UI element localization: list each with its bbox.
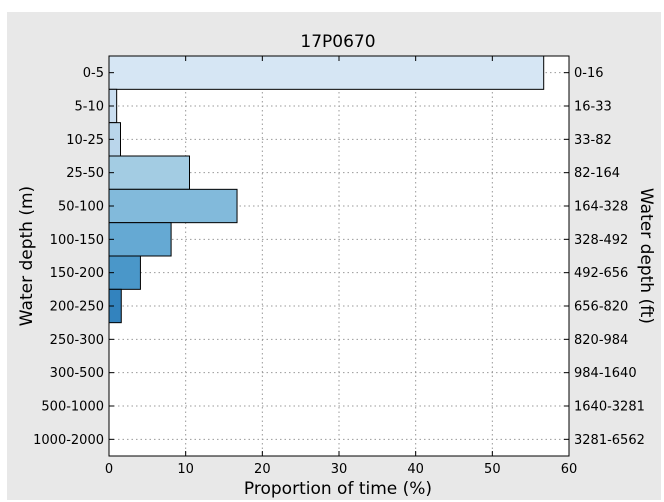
bar (108, 255, 141, 290)
y-tick-label-left: 500-1000 (41, 400, 104, 415)
x-tick-label: 10 (177, 462, 194, 477)
y-tick-label-left: 0-5 (83, 66, 104, 81)
y-tick-label-left: 25-50 (66, 166, 104, 181)
y-axis-label-right: Water depth (ft) (636, 188, 656, 324)
y-tick-label-left: 300-500 (50, 366, 104, 381)
y-tick-label-right: 984-1640 (574, 366, 637, 381)
y-tick-label-left: 5-10 (74, 100, 104, 115)
bar (108, 155, 190, 190)
x-tick-label: 60 (561, 462, 578, 477)
y-tick-label-left: 100-150 (50, 233, 104, 248)
y-tick-label-right: 82-164 (574, 166, 620, 181)
x-tick-label: 30 (331, 462, 348, 477)
x-tick-label: 0 (105, 462, 113, 477)
chart-title: 17P0670 (300, 32, 375, 52)
x-tick-label: 20 (254, 462, 271, 477)
bars (108, 55, 545, 324)
y-tick-label-right: 164-328 (574, 200, 628, 215)
y-tick-label-left: 250-300 (50, 333, 104, 348)
x-tick-label: 40 (407, 462, 424, 477)
x-axis-label: Proportion of time (%) (244, 479, 432, 499)
y-tick-label-right: 328-492 (574, 233, 628, 248)
y-tick-label-left: 150-200 (50, 266, 104, 281)
bar (108, 188, 238, 224)
y-tick-label-right: 1640-3281 (574, 400, 645, 415)
bar (108, 55, 545, 90)
y-tick-label-right: 33-82 (574, 133, 612, 148)
y-tick-label-left: 50-100 (58, 200, 104, 215)
y-tick-label-right: 492-656 (574, 266, 628, 281)
y-tick-label-left: 1000-2000 (33, 433, 104, 448)
y-tick-label-right: 0-16 (574, 66, 604, 81)
y-tick-label-right: 16-33 (574, 100, 612, 115)
bar (108, 222, 172, 257)
y-tick-label-right: 820-984 (574, 333, 628, 348)
y-tick-label-right: 3281-6562 (574, 433, 645, 448)
ticks (108, 56, 570, 456)
x-tick-label: 50 (484, 462, 501, 477)
y-tick-label-left: 10-25 (66, 133, 104, 148)
tick-labels: 0 10 20 30 40 50 60 0-5 0-16 5-10 16-33 10-25 33-82 2… (33, 66, 645, 477)
y-tick-label-left: 200-250 (50, 300, 104, 315)
y-tick-label-right: 656-820 (574, 300, 628, 315)
y-axis-label-left: Water depth (m) (17, 186, 37, 326)
